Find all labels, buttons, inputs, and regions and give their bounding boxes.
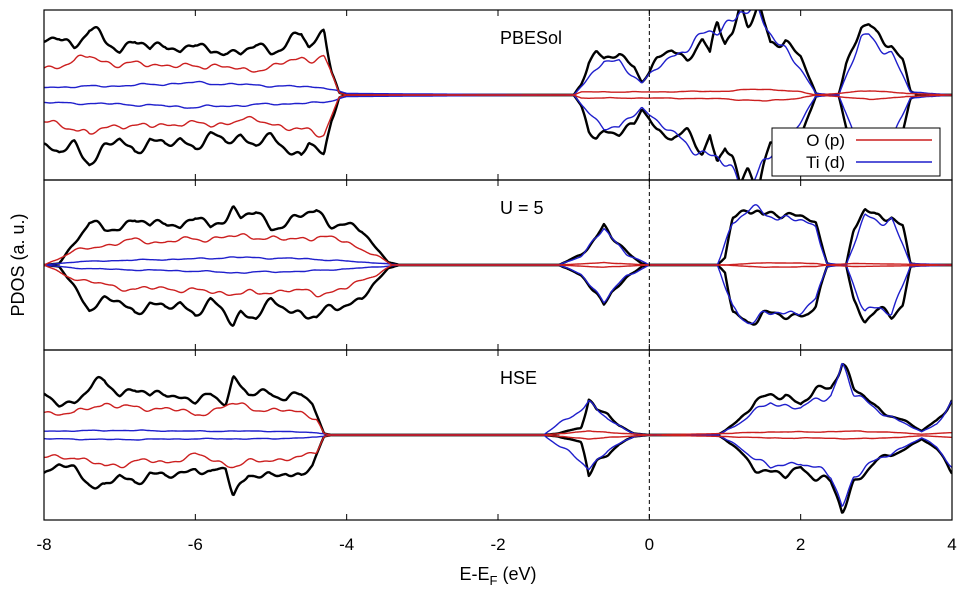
ti-d-dos-spin-up-line <box>44 362 952 436</box>
panel-hse: HSE <box>43 349 953 521</box>
panel-label-u5: U = 5 <box>500 198 544 218</box>
x-tick-label: -8 <box>36 535 51 554</box>
o-p-dos-spin-up-line <box>44 54 952 96</box>
panel-label-pbesol: PBESol <box>500 28 562 48</box>
legend-label-o-p: O (p) <box>806 131 845 150</box>
legend-label-ti-d: Ti (d) <box>806 153 845 172</box>
ti-d-dos-spin-down-line <box>44 434 952 507</box>
x-tick-label: 4 <box>947 535 956 554</box>
total-dos-spin-up-line <box>44 205 952 267</box>
o-p-dos-spin-up-line <box>44 402 952 436</box>
legend: O (p) Ti (d) <box>771 127 941 177</box>
x-axis: -8 -6 -4 -2 0 2 4 <box>36 10 957 554</box>
panel-label-hse: HSE <box>500 368 537 388</box>
o-p-dos-spin-down-line <box>44 264 952 298</box>
o-p-dos-spin-up-line <box>44 233 952 266</box>
o-p-dos-spin-down-line <box>44 434 952 469</box>
ti-d-dos-spin-up-line <box>44 204 952 266</box>
x-axis-title-subscript: F <box>490 573 498 588</box>
panel-u5: U = 5 <box>43 179 953 351</box>
x-tick-label: -6 <box>188 535 203 554</box>
x-axis-title-unit: (eV) <box>497 564 536 584</box>
y-axis-title: PDOS (a. u.) <box>8 213 28 316</box>
x-axis-title-main: E-E <box>460 564 490 584</box>
ti-d-dos-spin-up-line <box>44 10 952 96</box>
total-dos-spin-down-line <box>44 263 952 327</box>
panel-pbesol: PBESol <box>43 9 953 181</box>
x-tick-label: 2 <box>796 535 805 554</box>
x-tick-label: 0 <box>645 535 654 554</box>
o-p-dos-spin-down-line <box>44 94 952 138</box>
x-axis-title: E-EF (eV) <box>460 564 537 588</box>
total-dos-spin-up-line <box>44 10 952 97</box>
ti-d-dos-spin-down-line <box>44 264 952 325</box>
total-dos-spin-down-line <box>44 433 952 514</box>
legend-box <box>771 127 941 177</box>
total-dos-spin-up-line <box>44 363 952 437</box>
x-tick-label: -4 <box>339 535 354 554</box>
x-tick-label: -2 <box>490 535 505 554</box>
